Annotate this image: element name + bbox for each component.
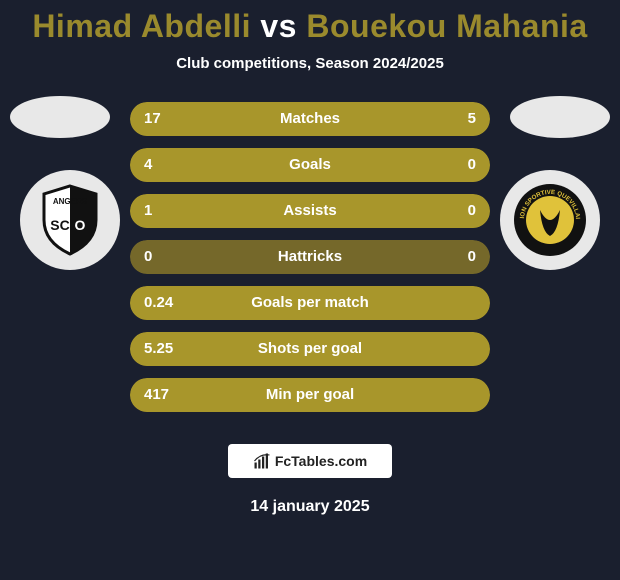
stat-row: 417Min per goal [130, 378, 490, 412]
stat-value-right: 0 [468, 148, 476, 182]
stat-label: Goals per match [130, 286, 490, 320]
player1-name: Himad Abdelli [32, 8, 251, 44]
player1-ellipse [10, 96, 110, 138]
us-quevilly-icon: UNION SPORTIVE QUEVILLAISE [510, 180, 590, 260]
svg-text:SC: SC [50, 217, 69, 233]
stat-rows: 17Matches54Goals01Assists00Hattricks00.2… [130, 102, 490, 412]
stat-row: 17Matches5 [130, 102, 490, 136]
stat-value-right: 0 [468, 240, 476, 274]
stat-row: 5.25Shots per goal [130, 332, 490, 366]
stat-value-right: 5 [468, 102, 476, 136]
stat-row: 0.24Goals per match [130, 286, 490, 320]
stat-label: Goals [130, 148, 490, 182]
footer-date: 14 january 2025 [0, 498, 620, 516]
stat-label: Shots per goal [130, 332, 490, 366]
stat-label: Hattricks [130, 240, 490, 274]
stats-panel: ANGERS SC O UNION SPORTIVE QUEVILLAISE 1… [0, 102, 620, 432]
brand-text: FcTables.com [275, 453, 367, 469]
stat-label: Matches [130, 102, 490, 136]
season-subtitle: Club competitions, Season 2024/2025 [0, 55, 620, 72]
svg-text:O: O [75, 217, 86, 233]
club-badge-left: ANGERS SC O [20, 170, 120, 270]
player2-name: Bouekou Mahania [306, 8, 587, 44]
player2-ellipse [510, 96, 610, 138]
angers-sco-icon: ANGERS SC O [30, 180, 110, 260]
stat-label: Assists [130, 194, 490, 228]
vs-label: vs [260, 8, 297, 44]
comparison-title: Himad Abdelli vs Bouekou Mahania [0, 0, 620, 45]
brand-suffix: Tables.com [291, 453, 367, 469]
brand-prefix: Fc [275, 453, 291, 469]
stat-row: 0Hattricks0 [130, 240, 490, 274]
stat-label: Min per goal [130, 378, 490, 412]
stat-value-right: 0 [468, 194, 476, 228]
stat-row: 1Assists0 [130, 194, 490, 228]
brand-badge: FcTables.com [228, 444, 392, 478]
stat-row: 4Goals0 [130, 148, 490, 182]
svg-text:ANGERS: ANGERS [53, 197, 88, 206]
chart-icon [253, 452, 271, 470]
club-badge-right: UNION SPORTIVE QUEVILLAISE [500, 170, 600, 270]
